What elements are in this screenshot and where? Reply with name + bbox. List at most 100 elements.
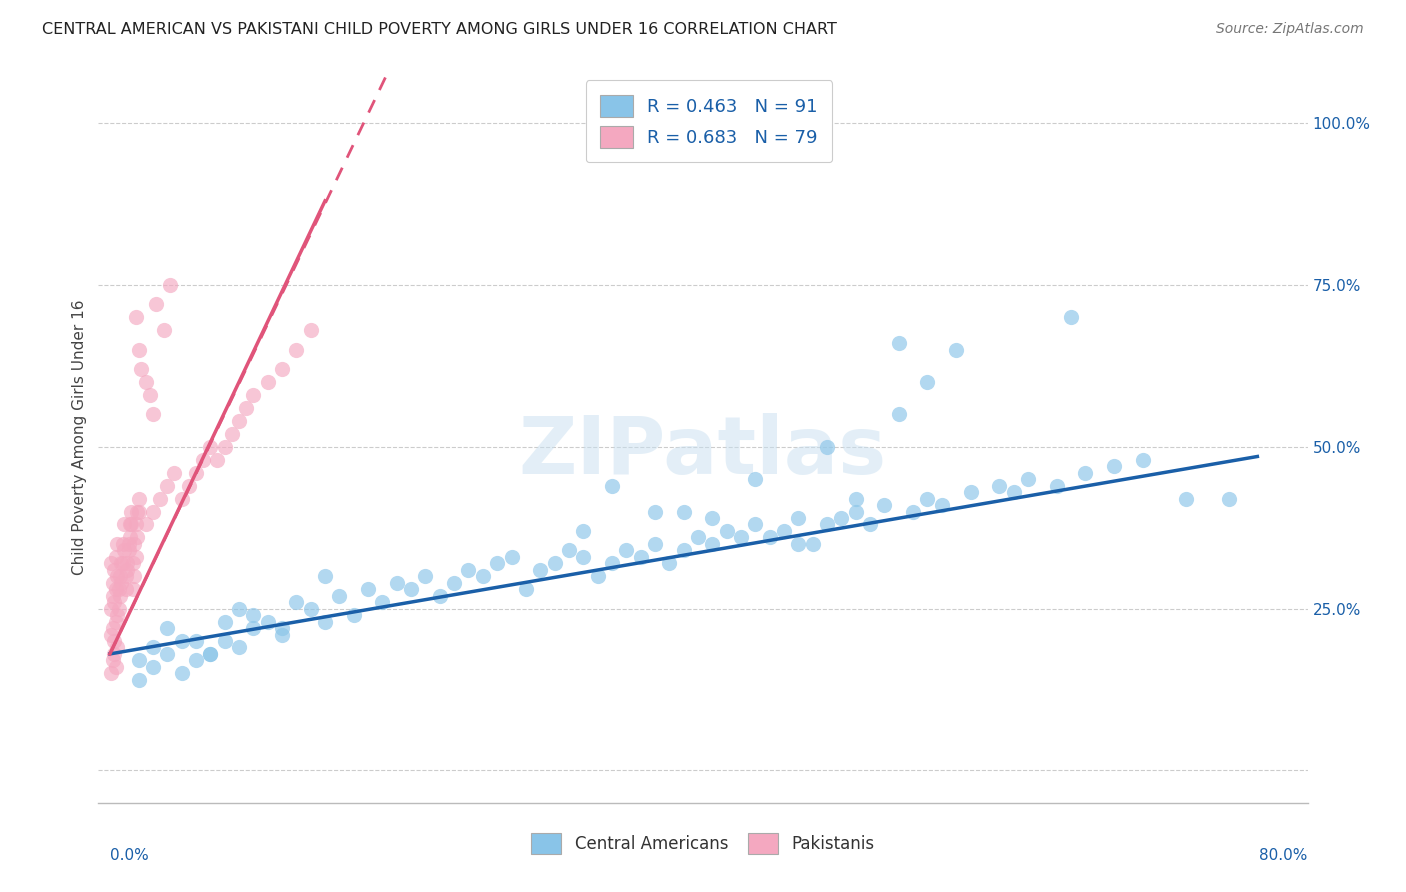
Point xyxy=(228,601,250,615)
Point xyxy=(1102,459,1125,474)
Point xyxy=(702,537,724,551)
Point xyxy=(515,582,537,597)
Point xyxy=(271,627,294,641)
Point xyxy=(139,388,162,402)
Point xyxy=(572,524,595,538)
Point xyxy=(1017,472,1039,486)
Point xyxy=(177,478,200,492)
Point xyxy=(730,530,752,544)
Point xyxy=(101,575,124,590)
Point xyxy=(815,440,838,454)
Point xyxy=(614,543,637,558)
Point xyxy=(117,537,139,551)
Point xyxy=(112,543,135,558)
Point xyxy=(686,530,709,544)
Point xyxy=(773,524,796,538)
Point xyxy=(124,569,146,583)
Point xyxy=(314,615,336,629)
Point xyxy=(228,414,250,428)
Point xyxy=(135,517,157,532)
Point xyxy=(672,543,695,558)
Point xyxy=(931,498,953,512)
Point xyxy=(214,440,236,454)
Point xyxy=(529,563,551,577)
Point xyxy=(235,401,257,415)
Point xyxy=(121,582,143,597)
Point xyxy=(357,582,380,597)
Point xyxy=(242,388,264,402)
Point xyxy=(127,530,149,544)
Point xyxy=(101,589,124,603)
Point xyxy=(115,557,138,571)
Point xyxy=(672,504,695,518)
Point xyxy=(658,557,681,571)
Point xyxy=(103,563,125,577)
Point xyxy=(125,549,148,564)
Point xyxy=(114,569,136,583)
Point xyxy=(105,569,128,583)
Point xyxy=(801,537,824,551)
Point xyxy=(1132,452,1154,467)
Point xyxy=(128,504,150,518)
Point xyxy=(256,375,278,389)
Point xyxy=(100,601,122,615)
Point xyxy=(1002,485,1025,500)
Point xyxy=(1074,466,1097,480)
Point xyxy=(285,595,308,609)
Point xyxy=(543,557,565,571)
Point xyxy=(118,517,141,532)
Point xyxy=(959,485,981,500)
Point xyxy=(1045,478,1067,492)
Point xyxy=(228,640,250,655)
Point xyxy=(120,504,142,518)
Point xyxy=(486,557,509,571)
Point xyxy=(200,440,222,454)
Point xyxy=(299,323,322,337)
Point xyxy=(142,504,165,518)
Point xyxy=(156,647,179,661)
Point xyxy=(104,582,127,597)
Point xyxy=(142,640,165,655)
Point xyxy=(191,452,214,467)
Point xyxy=(887,408,910,422)
Point xyxy=(815,517,838,532)
Point xyxy=(184,466,207,480)
Point xyxy=(787,511,810,525)
Point xyxy=(859,517,882,532)
Point xyxy=(103,634,125,648)
Point xyxy=(917,375,939,389)
Point xyxy=(118,530,141,544)
Point xyxy=(343,608,366,623)
Point xyxy=(107,601,129,615)
Point xyxy=(100,627,122,641)
Point xyxy=(156,478,179,492)
Point xyxy=(163,466,186,480)
Point xyxy=(103,595,125,609)
Point xyxy=(887,336,910,351)
Point xyxy=(125,310,148,325)
Point xyxy=(156,621,179,635)
Point xyxy=(100,666,122,681)
Point xyxy=(271,621,294,635)
Point xyxy=(443,575,465,590)
Point xyxy=(901,504,924,518)
Point xyxy=(371,595,394,609)
Point xyxy=(845,491,868,506)
Point xyxy=(128,343,150,357)
Point xyxy=(121,557,143,571)
Point xyxy=(110,575,132,590)
Text: ZIPatlas: ZIPatlas xyxy=(519,413,887,491)
Point xyxy=(328,589,350,603)
Point xyxy=(572,549,595,564)
Point xyxy=(787,537,810,551)
Point xyxy=(149,491,172,506)
Point xyxy=(108,589,131,603)
Point xyxy=(385,575,408,590)
Point xyxy=(271,362,294,376)
Point xyxy=(110,557,132,571)
Point xyxy=(125,517,148,532)
Point xyxy=(830,511,852,525)
Point xyxy=(471,569,494,583)
Text: 0.0%: 0.0% xyxy=(110,848,149,863)
Point xyxy=(184,634,207,648)
